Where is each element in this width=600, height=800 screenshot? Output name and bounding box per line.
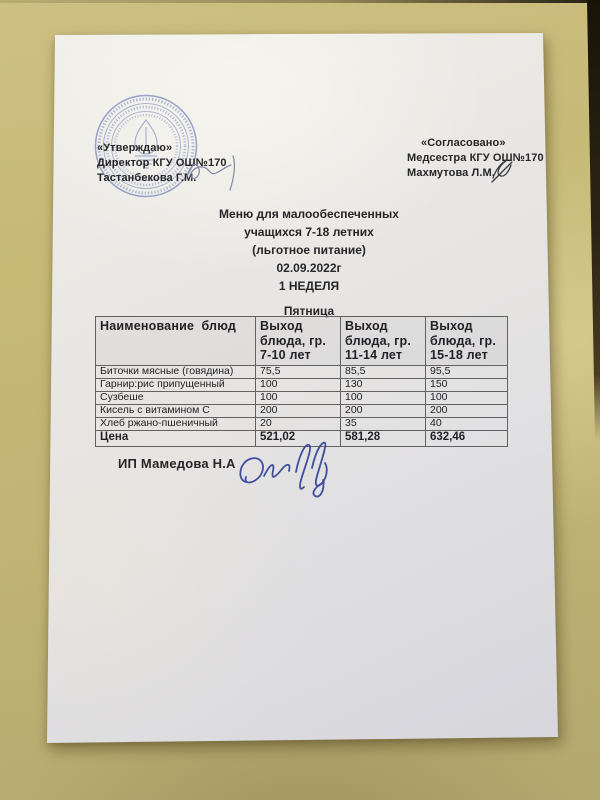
dish-value: 75,5	[255, 364, 341, 379]
table-row-price: Цена 521,02 581,28 632,46	[95, 429, 508, 447]
dish-name: Сузбеше	[95, 390, 256, 405]
dish-value: 150	[425, 377, 508, 392]
table-row: Гарнир:рис припущенный 100 130 150	[95, 377, 508, 392]
dish-value: 40	[425, 416, 508, 431]
table-row: Кисель с витамином С 200 200 200	[95, 403, 508, 418]
dish-value: 200	[255, 403, 341, 418]
title-line-3: (льготное питание)	[252, 243, 366, 257]
approval-left-block: «Утверждаю» Директор КГУ ОШ№170 Тастанбе…	[97, 141, 227, 186]
official-round-stamp-icon	[94, 94, 198, 198]
table-row: Биточки мясные (говядина) 75,5 85,5 95,5	[95, 364, 508, 379]
title-day: Пятница	[283, 304, 335, 318]
dish-value: 100	[255, 390, 341, 405]
table-row: Хлеб ржано-пшеничный 20 35 40	[95, 416, 508, 431]
table-header-row: Наименование блюд Выход блюда, гр. 7-10 …	[95, 316, 508, 366]
desk-edge-shadow-top	[0, 0, 600, 3]
dish-name: Биточки мясные (говядина)	[95, 364, 256, 379]
header-age-11-14: Выход блюда, гр. 11-14 лет	[340, 316, 426, 366]
dish-value: 95,5	[425, 364, 508, 379]
title-line-2: учащихся 7-18 летних	[244, 225, 374, 239]
approval-right-block: «Согласовано» Медсестра КГУ ОШ№170 Махму…	[407, 136, 544, 181]
title-line-1: Меню для малообеспеченных	[219, 207, 399, 221]
dish-value: 100	[255, 377, 341, 392]
dish-value: 100	[425, 390, 508, 405]
table-row: Сузбеше 100 100 100	[95, 390, 508, 405]
footer-signer-name: ИП Мамедова Н.А	[118, 456, 236, 471]
header-age-7-10: Выход блюда, гр. 7-10 лет	[255, 316, 341, 366]
approval-left-title: «Утверждаю»	[97, 142, 173, 154]
header-dish-name: Наименование блюд	[95, 316, 256, 366]
approval-left-role: Директор КГУ ОШ№170	[97, 157, 227, 169]
dish-value: 100	[340, 390, 426, 405]
header-age-15-18: Выход блюда, гр. 15-18 лет	[425, 316, 508, 366]
title-week: 1 НЕДЕЛЯ	[278, 279, 340, 293]
owner-signature-icon	[239, 441, 328, 498]
director-signature-icon	[186, 155, 236, 191]
dish-value: 85,5	[340, 364, 426, 379]
dish-value: 200	[425, 403, 508, 418]
menu-table: Наименование блюд Выход блюда, гр. 7-10 …	[95, 316, 508, 447]
price-value: 581,28	[340, 429, 426, 447]
document-title-block: Меню для малообеспеченных учащихся 7-18 …	[95, 205, 523, 320]
dish-name: Хлеб ржано-пшеничный	[95, 416, 256, 431]
dish-value: 130	[340, 377, 426, 392]
title-date: 02.09.2022г	[276, 261, 342, 275]
approval-right-role: Медсестра КГУ ОШ№170	[407, 152, 544, 164]
dish-value: 20	[255, 416, 341, 431]
approval-left-name: Тастанбекова Г.М.	[97, 172, 197, 184]
nurse-signature-icon	[491, 160, 513, 183]
approval-right-name: Махмутова Л.М.	[407, 167, 495, 179]
dish-value: 200	[340, 403, 426, 418]
dish-name: Гарнир:рис припущенный	[95, 377, 256, 392]
dish-name: Кисель с витамином С	[95, 403, 256, 418]
approval-right-title: «Согласовано»	[421, 137, 506, 149]
dish-value: 35	[340, 416, 426, 431]
price-value: 632,46	[425, 429, 508, 447]
